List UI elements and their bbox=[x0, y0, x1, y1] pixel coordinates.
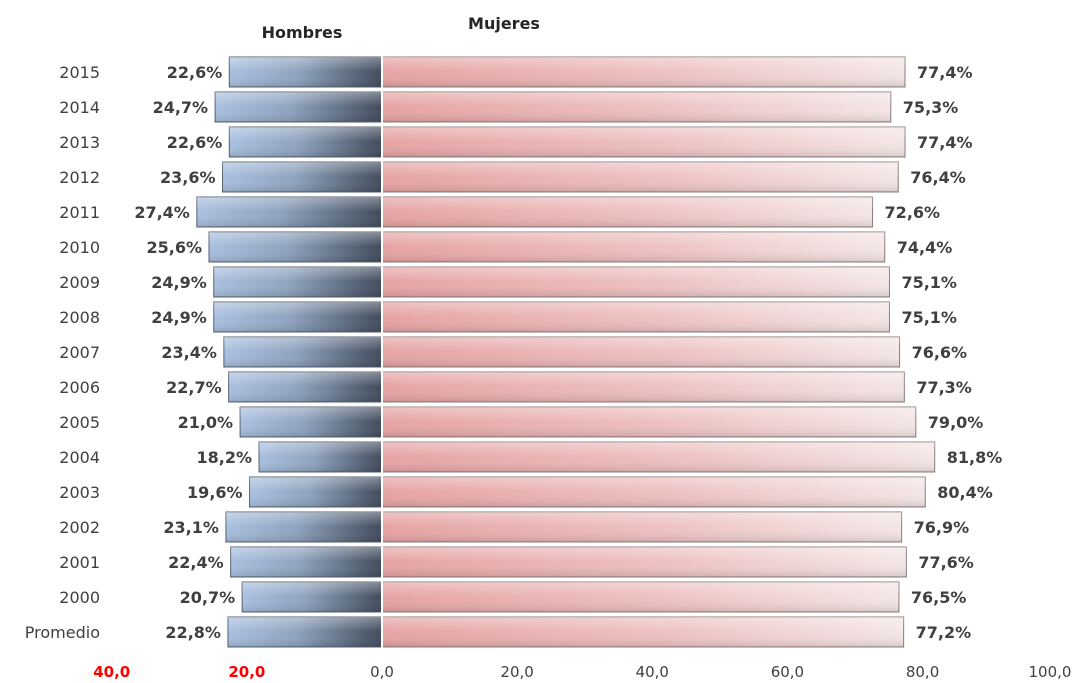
value-label-mujeres-2012: 76,4% bbox=[910, 168, 966, 187]
value-label-hombres-2012: 23,6% bbox=[160, 168, 216, 187]
category-label-2008: 2008 bbox=[59, 308, 100, 327]
bars-group: 2015 22,6% 77,4% 2014 24,7% 75,3% 2013 22,6% 77,… bbox=[25, 53, 1002, 649]
value-label-hombres-2004: 18,2% bbox=[197, 448, 253, 467]
bar-hombres-shine-2008 bbox=[213, 302, 382, 332]
value-label-mujeres-2000: 76,5% bbox=[911, 588, 967, 607]
bar-mujeres-shine-2007 bbox=[382, 337, 900, 367]
bar-hombres-shine-2000 bbox=[242, 582, 382, 612]
bar-mujeres-shine-2011 bbox=[382, 197, 873, 227]
value-label-hombres-2015: 22,6% bbox=[167, 63, 223, 82]
value-label-hombres-2013: 22,6% bbox=[167, 133, 223, 152]
category-label-2011: 2011 bbox=[59, 203, 100, 222]
value-label-hombres-2003: 19,6% bbox=[187, 483, 243, 502]
bar-mujeres-shine-2001 bbox=[382, 547, 907, 577]
category-label-2004: 2004 bbox=[59, 448, 100, 467]
bar-mujeres-shine-2014 bbox=[382, 92, 891, 122]
x-tick-label-5: 60,0 bbox=[771, 663, 804, 681]
bar-hombres-shine-2014 bbox=[215, 92, 382, 122]
category-label-2001: 2001 bbox=[59, 553, 100, 572]
value-label-mujeres-2011: 72,6% bbox=[885, 203, 941, 222]
value-label-hombres-promedio: 22,8% bbox=[165, 623, 221, 642]
x-tick-label-6: 80,0 bbox=[906, 663, 939, 681]
bar-mujeres-shine-2012 bbox=[382, 162, 899, 192]
bar-mujeres-shine-2003 bbox=[382, 477, 926, 507]
category-label-2015: 2015 bbox=[59, 63, 100, 82]
x-tick-label-0: 40,0 bbox=[93, 663, 130, 681]
category-label-2002: 2002 bbox=[59, 518, 100, 537]
category-label-2006: 2006 bbox=[59, 378, 100, 397]
value-label-hombres-2008: 24,9% bbox=[151, 308, 207, 327]
value-label-hombres-2010: 25,6% bbox=[147, 238, 203, 257]
value-label-mujeres-2015: 77,4% bbox=[917, 63, 973, 82]
bar-hombres-shine-2006 bbox=[228, 372, 382, 402]
category-label-2007: 2007 bbox=[59, 343, 100, 362]
category-label-2013: 2013 bbox=[59, 133, 100, 152]
bar-mujeres-shine-2002 bbox=[382, 512, 902, 542]
bar-hombres-shine-2003 bbox=[249, 477, 382, 507]
bar-mujeres-shine-2008 bbox=[382, 302, 890, 332]
bar-hombres-shine-2001 bbox=[230, 547, 382, 577]
bar-mujeres-shine-2015 bbox=[382, 57, 905, 87]
value-label-mujeres-2009: 75,1% bbox=[901, 273, 957, 292]
category-label-2005: 2005 bbox=[59, 413, 100, 432]
bar-mujeres-shine-2010 bbox=[382, 232, 885, 262]
x-tick-label-2: 0,0 bbox=[370, 663, 394, 681]
category-label-2012: 2012 bbox=[59, 168, 100, 187]
value-label-hombres-2001: 22,4% bbox=[168, 553, 224, 572]
bar-hombres-shine-2012 bbox=[222, 162, 382, 192]
value-label-hombres-2007: 23,4% bbox=[161, 343, 217, 362]
bar-hombres-shine-2004 bbox=[259, 442, 382, 472]
value-label-hombres-2006: 22,7% bbox=[166, 378, 222, 397]
header-hombres: Hombres bbox=[262, 23, 343, 42]
x-tick-label-4: 40,0 bbox=[636, 663, 669, 681]
bar-mujeres-shine-2004 bbox=[382, 442, 935, 472]
value-label-hombres-2009: 24,9% bbox=[151, 273, 207, 292]
x-tick-label-7: 100,0 bbox=[1029, 663, 1072, 681]
category-label-2009: 2009 bbox=[59, 273, 100, 292]
bar-mujeres-shine-2000 bbox=[382, 582, 899, 612]
bar-hombres-shine-2013 bbox=[229, 127, 382, 157]
bar-hombres-shine-2007 bbox=[223, 337, 382, 367]
bar-hombres-shine-2002 bbox=[225, 512, 382, 542]
bar-mujeres-shine-2005 bbox=[382, 407, 916, 437]
bar-hombres-shine-2005 bbox=[240, 407, 382, 437]
value-label-mujeres-2003: 80,4% bbox=[937, 483, 993, 502]
bar-hombres-shine-2011 bbox=[196, 197, 382, 227]
bar-hombres-shine-2009 bbox=[213, 267, 382, 297]
value-label-mujeres-2010: 74,4% bbox=[897, 238, 953, 257]
value-label-hombres-2005: 21,0% bbox=[178, 413, 234, 432]
bar-hombres-shine-2015 bbox=[229, 57, 382, 87]
bar-mujeres-shine-2009 bbox=[382, 267, 890, 297]
value-label-mujeres-2004: 81,8% bbox=[947, 448, 1003, 467]
bar-mujeres-shine-promedio bbox=[382, 617, 904, 647]
value-label-hombres-2011: 27,4% bbox=[134, 203, 190, 222]
bar-hombres-shine-2010 bbox=[209, 232, 382, 262]
value-label-mujeres-2008: 75,1% bbox=[901, 308, 957, 327]
value-label-mujeres-promedio: 77,2% bbox=[916, 623, 972, 642]
category-label-2000: 2000 bbox=[59, 588, 100, 607]
value-label-mujeres-2014: 75,3% bbox=[903, 98, 959, 117]
value-label-mujeres-2002: 76,9% bbox=[914, 518, 970, 537]
value-label-hombres-2014: 24,7% bbox=[153, 98, 209, 117]
value-label-mujeres-2005: 79,0% bbox=[928, 413, 984, 432]
bar-hombres-shine-promedio bbox=[227, 617, 382, 647]
value-label-hombres-2000: 20,7% bbox=[180, 588, 236, 607]
bar-mujeres-shine-2006 bbox=[382, 372, 905, 402]
value-label-hombres-2002: 23,1% bbox=[163, 518, 219, 537]
value-label-mujeres-2001: 77,6% bbox=[918, 553, 974, 572]
category-label-2010: 2010 bbox=[59, 238, 100, 257]
x-axis: 40,0 20,0 0,0 20,0 40,0 60,0 80,0 100,0 bbox=[93, 663, 1071, 681]
x-tick-label-1: 20,0 bbox=[228, 663, 265, 681]
value-label-mujeres-2006: 77,3% bbox=[916, 378, 972, 397]
category-label-promedio: Promedio bbox=[25, 623, 100, 642]
category-label-2014: 2014 bbox=[59, 98, 100, 117]
x-tick-label-3: 20,0 bbox=[500, 663, 533, 681]
value-label-mujeres-2007: 76,6% bbox=[912, 343, 968, 362]
category-label-2003: 2003 bbox=[59, 483, 100, 502]
bar-mujeres-shine-2013 bbox=[382, 127, 905, 157]
header-mujeres: Mujeres bbox=[468, 14, 540, 33]
value-label-mujeres-2013: 77,4% bbox=[917, 133, 973, 152]
